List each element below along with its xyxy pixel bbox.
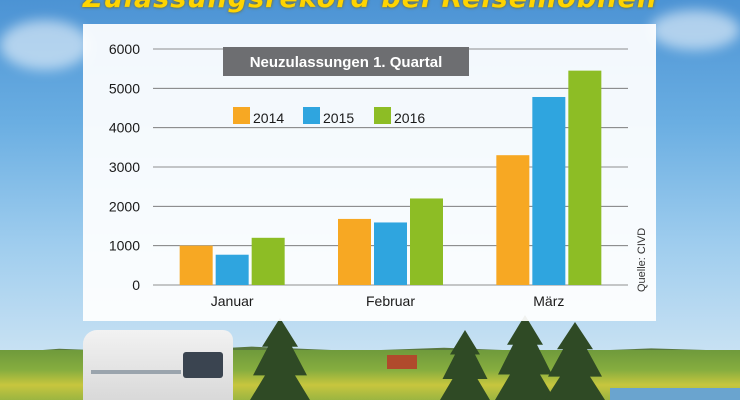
bar-2014-märz <box>496 155 530 285</box>
y-tick-label: 6000 <box>109 41 140 57</box>
bar-2014-februar <box>338 218 371 285</box>
x-tick-label: März <box>533 293 564 309</box>
bar-chart: 0 1000 2000 3000 4000 5000 6000 Januar Februar Mä… <box>109 41 628 309</box>
legend-label-2014: 2014 <box>253 110 284 126</box>
bar-2016-märz <box>568 70 602 285</box>
y-tick-label: 3000 <box>109 159 140 175</box>
y-tick-label: 0 <box>132 277 140 293</box>
motorhome-stripe <box>91 370 181 374</box>
motorhome-windshield <box>183 352 223 378</box>
legend-label-2016: 2016 <box>394 110 425 126</box>
bar-2015-januar <box>215 254 249 285</box>
y-tick-label: 4000 <box>109 120 140 136</box>
bar-2014-januar <box>179 245 213 285</box>
bar-2015-februar <box>374 222 407 285</box>
legend-swatch-2016 <box>374 107 391 124</box>
cloud <box>650 10 740 50</box>
legend-swatch-2014 <box>233 107 250 124</box>
y-tick-label: 1000 <box>109 238 140 254</box>
bar-2016-januar <box>251 237 285 285</box>
x-tick-label: Januar <box>211 293 254 309</box>
lake <box>610 388 740 400</box>
x-tick-label: Februar <box>366 293 415 309</box>
farmhouse <box>387 355 417 369</box>
chart-title-box <box>223 47 469 76</box>
source-label: Quelle: CIVD <box>636 227 648 292</box>
legend-swatch-2015 <box>303 107 320 124</box>
y-tick-label: 5000 <box>109 80 140 96</box>
chart-title: Neuzulassungen 1. Quartal <box>250 54 443 71</box>
bar-2016-februar <box>410 198 443 285</box>
chart-panel: 0 1000 2000 3000 4000 5000 6000 Januar Februar Mä… <box>83 24 656 321</box>
bar-2015-märz <box>532 96 566 285</box>
legend-label-2015: 2015 <box>323 110 354 126</box>
y-tick-label: 2000 <box>109 198 140 214</box>
cloud <box>0 20 90 70</box>
motorhome <box>83 330 233 400</box>
page-title: Zulassungsrekord bei Reisemobilen <box>70 0 670 12</box>
